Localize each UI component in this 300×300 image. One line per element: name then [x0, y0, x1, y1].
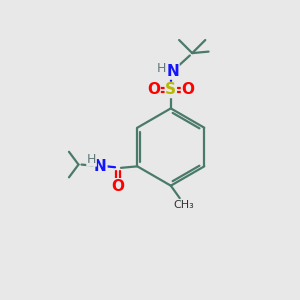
Text: S: S: [165, 82, 176, 98]
Text: CH₃: CH₃: [173, 200, 194, 210]
Text: N: N: [166, 64, 179, 79]
Text: O: O: [182, 82, 194, 98]
Text: O: O: [147, 82, 160, 98]
Text: O: O: [112, 179, 124, 194]
Text: N: N: [94, 159, 107, 174]
Text: H: H: [156, 62, 166, 75]
Text: H: H: [87, 153, 96, 166]
